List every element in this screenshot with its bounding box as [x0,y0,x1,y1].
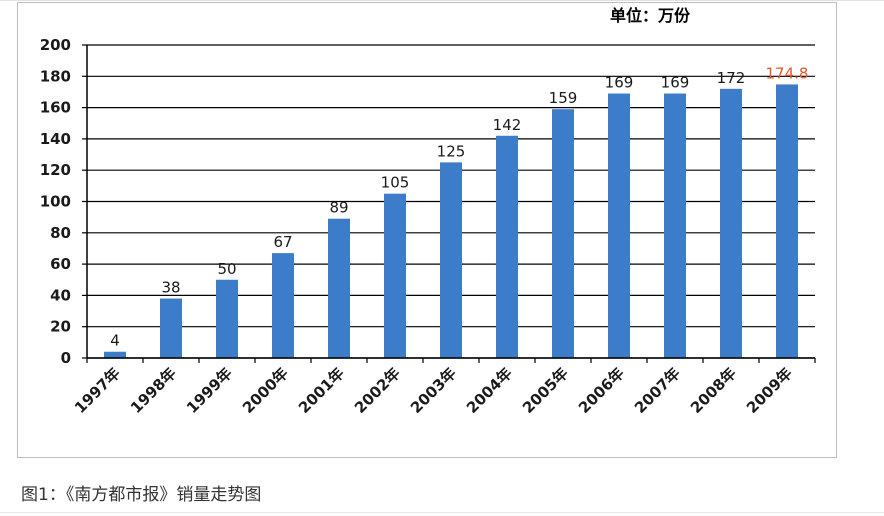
x-tick-label: 2000年 [239,364,292,417]
bar-chart: 0 20 40 60 80 100 120 140 160 180 200 4 1997年 38 1998年… [40,36,816,417]
x-tick-label: 2007年 [631,364,684,417]
data-label: 142 [493,116,522,134]
bar [496,135,518,358]
y-tick-label: 180 [40,67,71,85]
unit-label: 单位：万份 [610,6,691,25]
bar [328,218,350,358]
y-tick-label: 40 [50,286,71,304]
y-tick-label: 80 [50,224,71,242]
figure-caption: 图1：《南方都市报》销量走势图 [21,485,262,505]
bar [272,253,294,358]
bar [720,88,742,358]
bottom-border [0,512,884,513]
x-tick-label: 2004年 [463,364,516,417]
y-tick-label: 20 [50,318,71,336]
data-label: 50 [217,260,236,278]
data-label: 169 [661,74,690,92]
x-tick-label: 2003年 [407,364,460,417]
data-label: 174.8 [766,64,809,82]
data-label: 4 [110,332,120,350]
data-label: 105 [381,174,410,192]
x-tick-label: 1998年 [127,364,180,417]
x-tick-label: 2006年 [575,364,628,417]
data-label: 125 [437,142,466,160]
x-tick-label: 2002年 [351,364,404,417]
bar [608,93,630,358]
top-border [0,0,884,1]
y-tick-label: 60 [50,255,71,273]
data-label: 67 [273,233,292,251]
bar [216,279,238,358]
bar [552,109,574,358]
bar [664,93,686,358]
x-tick-label: 2008年 [687,364,740,417]
y-tick-label: 200 [40,36,71,54]
bar [776,84,798,359]
data-label: 38 [161,279,180,297]
y-tick-label: 160 [40,99,71,117]
data-label: 89 [329,199,348,217]
x-tick-label: 1999年 [183,364,236,417]
chart-frame [17,2,837,458]
bar [160,298,182,358]
bar [104,351,126,358]
data-label: 169 [605,74,634,92]
y-tick-label: 120 [40,161,71,179]
y-tick-label: 0 [61,349,71,367]
bar [384,193,406,358]
y-tick-label: 100 [40,193,71,211]
bar [440,162,462,358]
x-tick-label: 2001年 [295,364,348,417]
data-label: 159 [549,89,578,107]
x-tick-label: 1997年 [71,364,124,417]
data-label: 172 [717,69,746,87]
y-tick-label: 140 [40,130,71,148]
x-tick-label: 2005年 [519,364,572,417]
x-tick-label: 2009年 [743,364,796,417]
